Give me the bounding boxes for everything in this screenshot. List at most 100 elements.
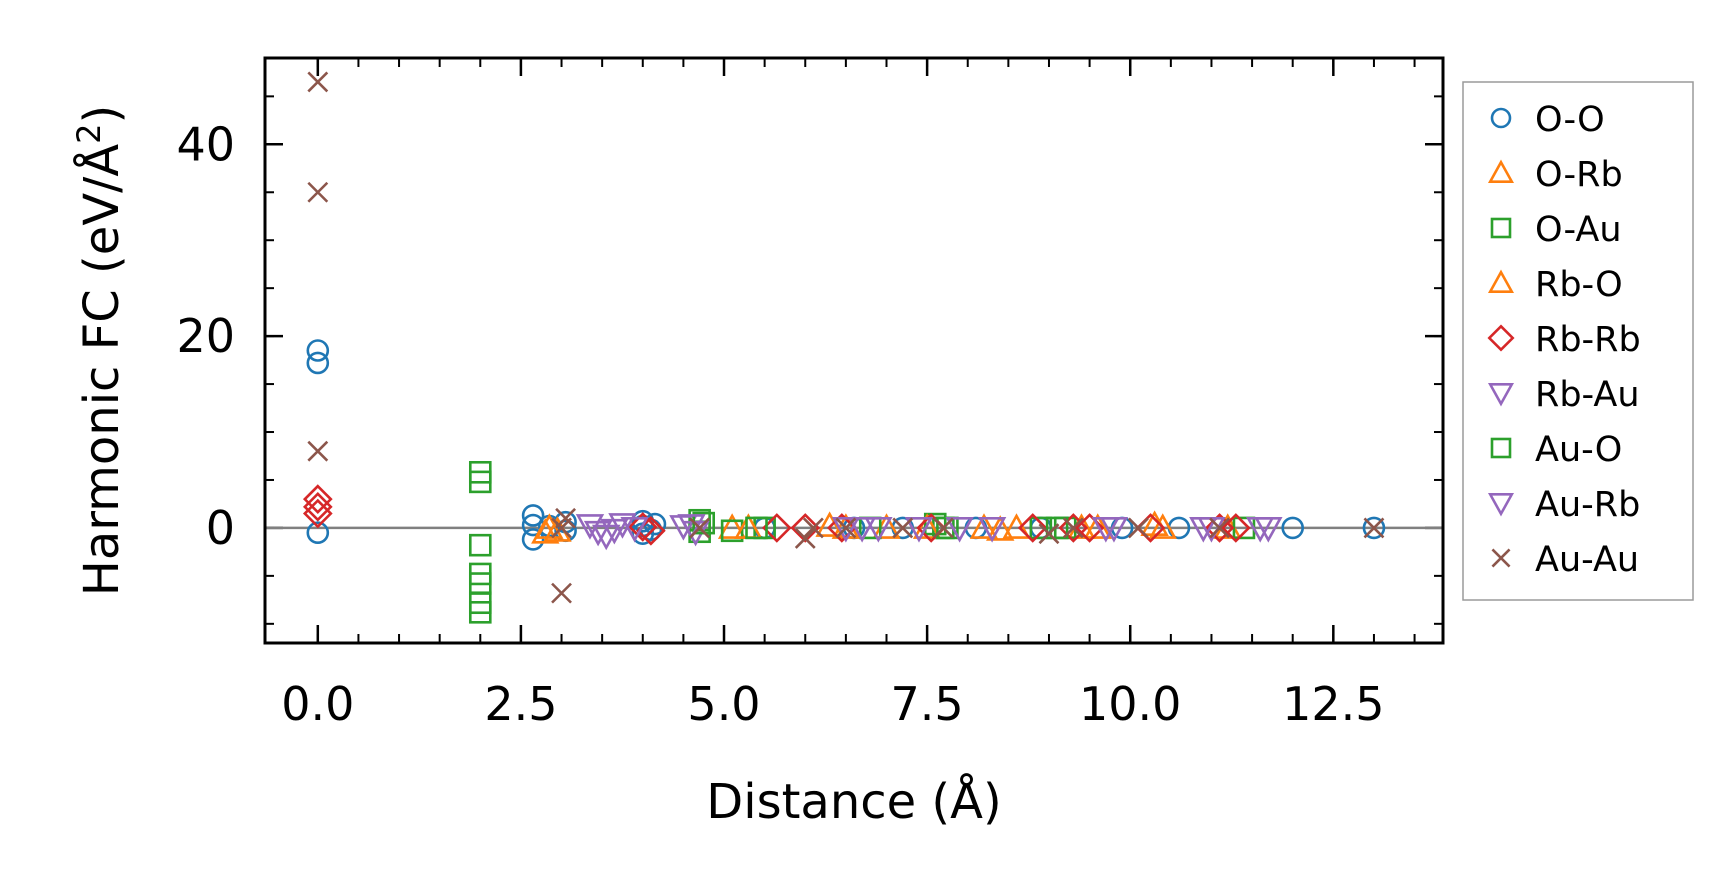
legend-marker-au-rb [1487,493,1515,517]
point-o-o [306,521,330,545]
y-axis-label-close: ) [74,105,130,124]
point-au-au [835,517,857,539]
x-tick-label: 7.5 [891,677,964,731]
point-rb-au [583,520,613,547]
legend-marker-o-o [1490,107,1512,129]
x-tick-label: 5.0 [687,677,760,731]
x-tick-label: 12.5 [1282,677,1384,731]
point-au-au [551,582,572,604]
point-rb-rb [1074,513,1105,543]
point-rb-rb [1220,513,1251,543]
point-au-au [307,440,329,462]
legend-marker-rb-rb [1487,324,1515,352]
point-o-au [468,470,492,494]
point-o-au [923,512,947,536]
point-au-au [307,181,329,203]
y-tick-label: 0 [206,501,235,555]
legend-marker-au-o [1490,437,1512,459]
point-rb-rb [1017,513,1048,543]
point-au-au [1209,517,1231,539]
point-au-au [689,517,711,539]
point-au-o [1045,516,1069,540]
point-au-au [1062,517,1084,539]
point-o-au [688,508,711,532]
point-au-au [802,517,824,539]
legend-label-au-o: Au-O [1535,430,1622,470]
point-rb-rb [302,484,333,514]
legend-label-o-o: O-O [1535,100,1605,140]
data-points [302,71,1386,624]
y-axis-label-main: Harmonic FC (eV/Å [73,144,130,597]
point-o-o [1362,516,1386,540]
tick-labels: 0.0 2.5 5.0 7.5 10.0 12.5 0 20 40 [176,117,1384,731]
point-au-au [794,528,816,549]
point-o-au [1029,516,1053,540]
point-o-au [468,601,492,624]
legend: O-O O-Rb O-Au Rb-O Rb-Rb Rb-Au Au-O Au-Rb Au-Au [1462,81,1694,601]
x-axis-label: Distance (Å) [706,773,1001,830]
legend-label-au-au: Au-Au [1535,540,1639,580]
point-au-rb [1189,517,1218,543]
point-au-rb [945,517,974,543]
legend-label-o-rb: O-Rb [1535,155,1623,195]
point-rb-o [1083,513,1112,539]
point-o-o [306,339,330,362]
legend-marker-au-au [1491,548,1511,568]
point-o-o [521,504,545,527]
point-o-au [468,533,492,557]
y-axis-label-superscript: 2 [70,123,108,143]
point-rb-au [864,517,893,543]
point-au-au [1038,523,1060,545]
point-rb-au [831,517,861,543]
point-au-rb [1245,517,1275,543]
y-axis-label: Harmonic FC (eV/Å2) [70,105,130,597]
point-au-au [1363,517,1385,539]
legend-marker-o-au [1490,217,1512,239]
point-au-au [1127,517,1149,539]
point-rb-rb [302,491,333,522]
point-au-o [745,516,768,540]
point-rb-au [977,517,1007,543]
point-au-rb [620,517,649,543]
point-au-rb [847,517,877,543]
point-au-au [307,71,329,93]
plot-frame [263,56,1445,645]
legend-marker-rb-au [1487,383,1515,407]
legend-label-rb-au: Rb-Au [1535,375,1640,415]
y-tick-label: 40 [176,117,235,171]
point-rb-rb [627,512,658,542]
x-tick-label: 0.0 [281,677,354,731]
legend-label-rb-o: Rb-O [1535,265,1623,305]
major-ticks [265,58,1443,643]
series-au-au [307,71,1385,604]
x-tick-label: 2.5 [484,677,557,731]
point-rb-au [904,517,934,543]
point-o-au [720,519,744,543]
point-o-o [1281,516,1305,540]
point-rb-rb [790,513,821,543]
point-o-o [521,528,545,551]
point-au-rb [1099,517,1129,543]
point-o-o [306,351,330,375]
legend-label-o-au: O-Au [1535,210,1622,250]
point-o-rb [986,515,1015,541]
y-tick-label: 20 [176,309,235,363]
point-rb-rb [761,513,792,543]
point-au-au [551,517,572,539]
legend-marker-rb-o [1487,269,1515,293]
point-rb-o [535,513,564,539]
legend-marker-o-rb [1487,159,1515,183]
point-au-au [892,517,914,539]
point-rb-rb [302,498,333,529]
point-o-rb [969,513,999,539]
point-o-rb [717,513,747,539]
point-au-au [932,517,954,539]
point-o-rb [815,511,844,537]
point-rb-au [608,513,637,539]
legend-label-rb-rb: Rb-Rb [1535,320,1641,360]
point-o-rb [1148,513,1177,539]
legend-label-au-rb: Au-Rb [1535,485,1640,525]
minor-ticks [265,58,1443,643]
x-tick-label: 10.0 [1079,677,1181,731]
